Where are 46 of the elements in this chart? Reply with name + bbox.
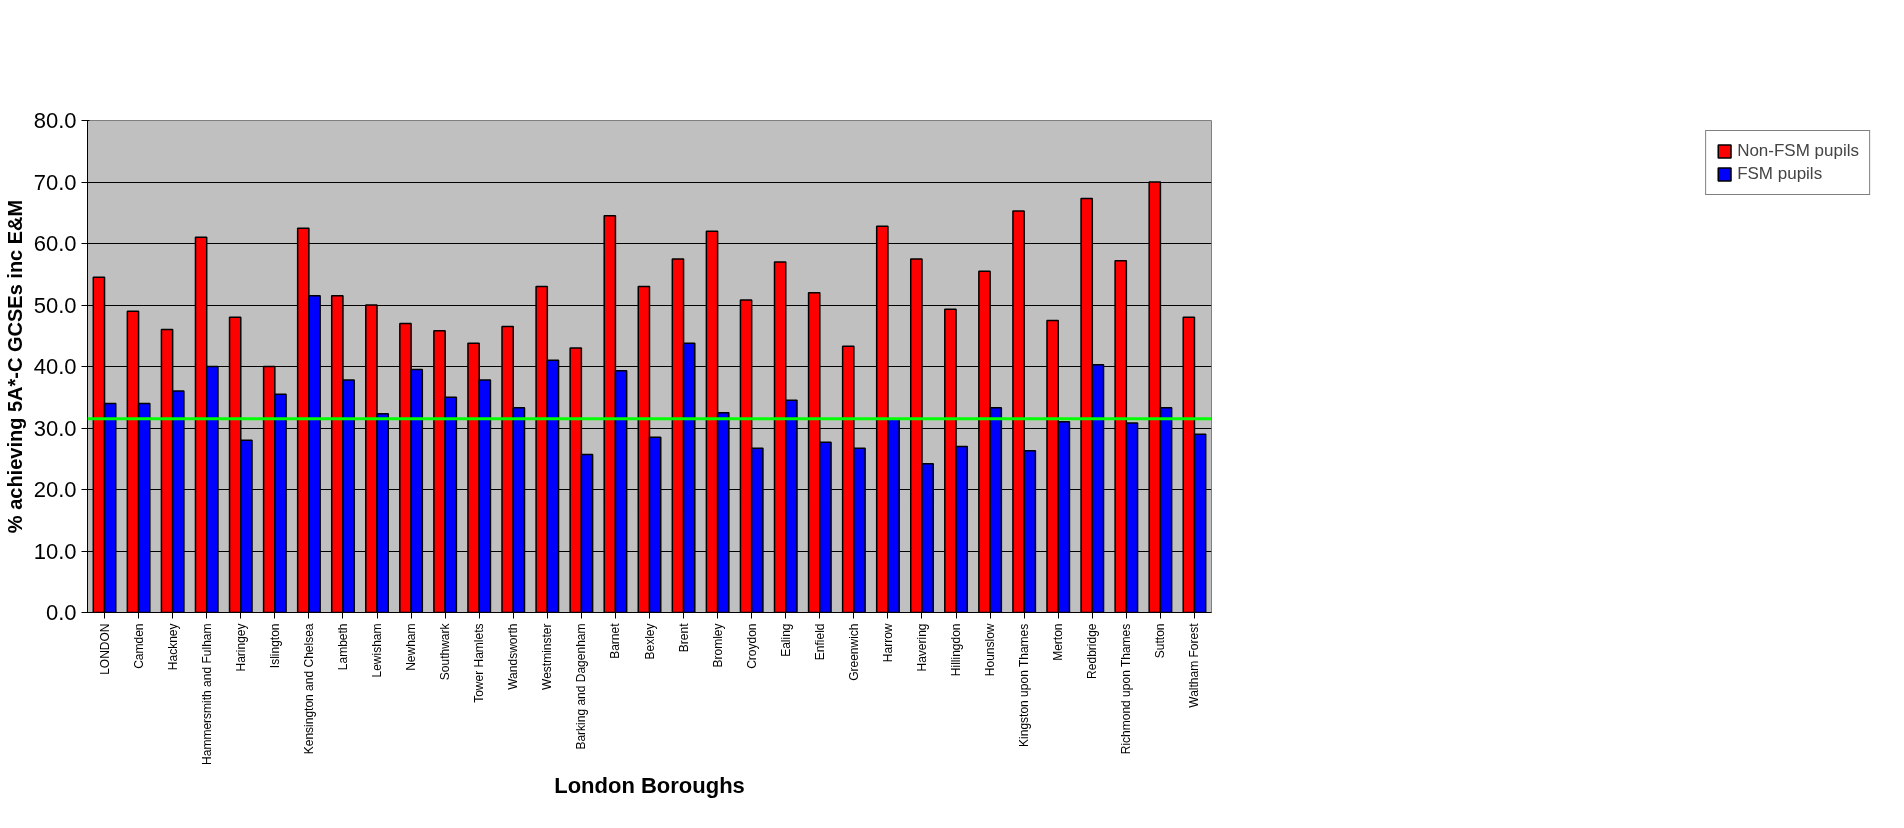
x-tick-label: Islington [267, 623, 282, 669]
x-tick-label: Hackney [165, 623, 180, 671]
y-tick-label: 80.0 [33, 108, 77, 133]
x-tick-label: Brent [676, 622, 691, 653]
x-tick-label: Harrow [880, 623, 895, 663]
x-tick-label: Redbridge [1085, 623, 1100, 679]
y-tick-label: 20.0 [33, 477, 77, 502]
x-tick-label: LONDON [97, 623, 112, 675]
x-tick-label: Hounslow [983, 623, 998, 677]
x-tick-label: Bexley [642, 623, 657, 660]
x-tick-label: Greenwich [846, 623, 861, 681]
x-tick-label: Merton [1051, 623, 1066, 661]
y-tick-label: 40.0 [33, 354, 77, 379]
legend-label: Non-FSM pupils [1737, 141, 1859, 161]
y-tick-label: 30.0 [33, 415, 77, 441]
x-tick-label: Barking and Dagenham [574, 623, 589, 750]
y-tick-label: 60.0 [33, 231, 77, 256]
x-tick-label: Haringey [233, 623, 248, 672]
x-tick-label: Kensington and Chelsea [301, 623, 316, 755]
x-tick-label: Croydon [744, 623, 759, 669]
x-tick-label: Newham [404, 623, 419, 671]
x-tick-label: Richmond upon Thames [1119, 623, 1134, 755]
x-tick-label: Waltham Forest [1187, 622, 1202, 708]
x-tick-label: Barnet [608, 622, 623, 659]
x-tick-label: Westminster [540, 623, 555, 690]
x-tick-label: Enfield [812, 623, 827, 661]
y-tick-label: 70.0 [33, 169, 77, 195]
x-tick-label: Ealing [778, 623, 793, 657]
legend-label: FSM pupils [1737, 164, 1823, 184]
x-tick-label: Lewisham [370, 623, 385, 678]
x-tick-label: Tower Hamlets [472, 623, 487, 703]
y-tick-label: 0.0 [45, 600, 77, 625]
x-tick-label: Southwark [438, 622, 453, 681]
y-tick-label: 50.0 [33, 292, 77, 318]
x-tick-label: Hammersmith and Fulham [199, 623, 214, 765]
x-tick-label: Camden [131, 623, 146, 669]
x-tick-label: Bromley [710, 623, 725, 668]
x-tick-label: Havering [914, 623, 929, 672]
x-tick-label: Lambeth [335, 623, 350, 671]
x-tick-label: Hillingdon [949, 623, 964, 677]
x-tick-label: Kingston upon Thames [1017, 623, 1032, 747]
y-axis-title: % achieving 5A*-C GCSEs inc E&M [3, 199, 26, 534]
x-tick-label: Sutton [1153, 623, 1168, 659]
x-tick-label: Wandsworth [506, 623, 521, 690]
y-tick-label: 10.0 [33, 538, 77, 564]
x-axis-title: London Boroughs [554, 772, 745, 798]
